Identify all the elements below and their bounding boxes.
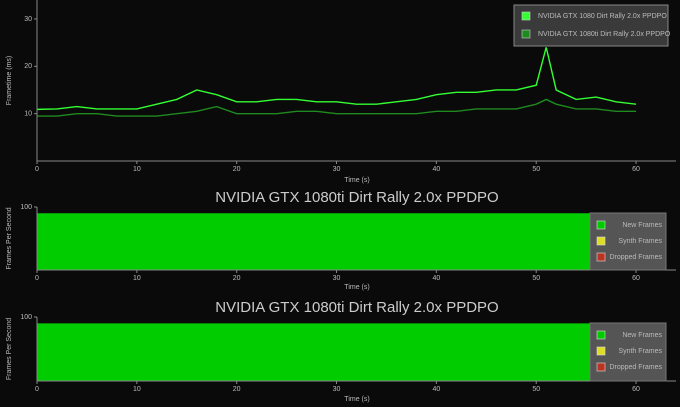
legend-label: NVIDIA GTX 1080 Dirt Rally 2.0x PPDPO: [538, 13, 667, 20]
legend-label: Synth Frames: [618, 238, 662, 245]
chart-title: NVIDIA GTX 1080ti Dirt Rally 2.0x PPDPO: [215, 189, 498, 206]
legend-swatch: [596, 236, 606, 246]
x-tick-label: 40: [432, 275, 440, 282]
x-tick-label: 10: [133, 275, 141, 282]
x-tick-label: 10: [133, 386, 141, 393]
legend-label: New Frames: [622, 222, 662, 229]
x-axis-label: Time (s): [344, 177, 369, 184]
area-series: [37, 213, 667, 270]
line-series: [37, 98, 637, 117]
line-series: [36, 47, 637, 111]
y-axis-label: Frames Per Second: [6, 318, 13, 380]
x-tick-label: 40: [432, 386, 440, 393]
x-tick-label: 10: [133, 166, 141, 173]
legend-swatch: [521, 29, 531, 39]
chart-title: NVIDIA GTX 1080ti Dirt Rally 2.0x PPDPO: [215, 299, 498, 316]
y-axis-label: Frametime (ms): [6, 56, 13, 105]
legend-swatch: [596, 362, 606, 372]
x-tick-label: 30: [333, 166, 341, 173]
x-tick-label: 20: [233, 275, 241, 282]
legend-swatch: [596, 346, 606, 356]
legend-swatch: [596, 220, 606, 230]
x-tick-label: 50: [532, 275, 540, 282]
legend-label: Dropped Frames: [609, 364, 662, 371]
legend-swatch: [596, 330, 606, 340]
x-tick-label: 60: [632, 275, 640, 282]
legend-label: Synth Frames: [618, 348, 662, 355]
x-tick-label: 0: [35, 386, 39, 393]
x-axis-label: Time (s): [344, 284, 369, 291]
area-series: [37, 323, 667, 381]
x-tick-label: 40: [432, 166, 440, 173]
x-tick-label: 60: [632, 166, 640, 173]
x-axis-label: Time (s): [344, 396, 369, 403]
y-tick-label: 10: [24, 110, 32, 117]
x-tick-label: 50: [532, 386, 540, 393]
legend-swatch: [521, 11, 531, 21]
x-tick-label: 20: [233, 166, 241, 173]
x-tick-label: 60: [632, 386, 640, 393]
legend-box: [513, 4, 669, 47]
y-axis-label: Frames Per Second: [6, 207, 13, 269]
x-tick-label: 30: [333, 275, 341, 282]
legend-label: Dropped Frames: [609, 254, 662, 261]
y-tick-label: 30: [24, 16, 32, 23]
legend-label: New Frames: [622, 332, 662, 339]
x-tick-label: 50: [532, 166, 540, 173]
y-tick-label: 20: [24, 63, 32, 70]
y-tick-label: 100: [20, 314, 32, 321]
legend-swatch: [596, 252, 606, 262]
legend-label: NVIDIA GTX 1080ti Dirt Rally 2.0x PPDPO: [538, 31, 671, 38]
y-tick-label: 100: [20, 204, 32, 211]
x-tick-label: 30: [333, 386, 341, 393]
x-tick-label: 0: [35, 166, 39, 173]
x-tick-label: 20: [233, 386, 241, 393]
x-tick-label: 0: [35, 275, 39, 282]
